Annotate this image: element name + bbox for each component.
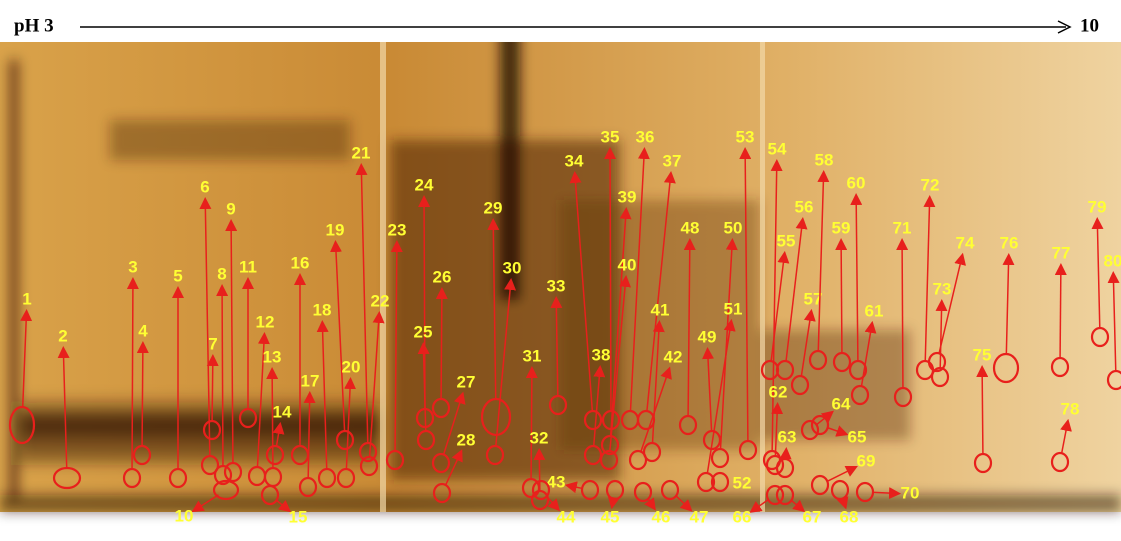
spot-label: 50 bbox=[724, 218, 743, 237]
spot-label: 32 bbox=[530, 428, 549, 447]
spot-label: 7 bbox=[208, 334, 217, 353]
spot-arrow bbox=[441, 290, 442, 399]
spot-label: 69 bbox=[857, 451, 876, 470]
spot-arrow bbox=[610, 150, 611, 411]
spot-label: 67 bbox=[803, 507, 822, 526]
spot-arrow bbox=[902, 241, 903, 388]
spot-arrow bbox=[142, 344, 143, 446]
spot-label: 5 bbox=[173, 266, 182, 285]
spot-label: 1 bbox=[22, 289, 31, 308]
spot-label: 19 bbox=[326, 220, 345, 239]
spot-label: 23 bbox=[388, 220, 407, 239]
spot-label: 20 bbox=[342, 357, 361, 376]
spot-label: 56 bbox=[795, 197, 814, 216]
spot-label: 51 bbox=[724, 299, 743, 318]
spot-label: 36 bbox=[636, 127, 655, 146]
spot-label: 25 bbox=[414, 322, 433, 341]
spot-label: 38 bbox=[592, 345, 611, 364]
spot-label: 27 bbox=[457, 372, 476, 391]
spot-label: 21 bbox=[352, 143, 371, 162]
spot-label: 61 bbox=[865, 301, 884, 320]
spot-label: 2 bbox=[58, 326, 67, 345]
ph-start: pH 3 bbox=[14, 15, 54, 36]
spot-label: 28 bbox=[457, 430, 476, 449]
spot-label: 55 bbox=[777, 231, 796, 250]
spot-label: 64 bbox=[832, 394, 851, 413]
spot-label: 47 bbox=[690, 507, 709, 526]
spot-label: 54 bbox=[768, 139, 787, 158]
spot-label: 41 bbox=[651, 300, 670, 319]
spot-arrow bbox=[1060, 266, 1061, 358]
spot-label: 39 bbox=[618, 187, 637, 206]
spot-label: 17 bbox=[301, 371, 320, 390]
spot-label: 73 bbox=[933, 279, 952, 298]
spot-label: 52 bbox=[733, 473, 752, 492]
spot-label: 30 bbox=[503, 258, 522, 277]
spot-label: 34 bbox=[565, 151, 584, 170]
spot-label: 22 bbox=[371, 291, 390, 310]
spot-label: 16 bbox=[291, 253, 310, 272]
spot-label: 66 bbox=[733, 507, 752, 526]
spot-label: 26 bbox=[433, 267, 452, 286]
spot-arrow bbox=[132, 280, 133, 469]
spot-label: 24 bbox=[415, 175, 434, 194]
spot-label: 12 bbox=[256, 312, 275, 331]
spot-label: 44 bbox=[557, 507, 576, 526]
spot-label: 37 bbox=[663, 151, 682, 170]
gel-seam bbox=[760, 40, 765, 512]
spot-label: 10 bbox=[175, 506, 194, 525]
spot-label: 49 bbox=[698, 327, 717, 346]
spot-label: 59 bbox=[832, 218, 851, 237]
spot-arrow bbox=[539, 451, 540, 491]
spot-label: 72 bbox=[921, 175, 940, 194]
spot-label: 31 bbox=[523, 346, 542, 365]
spot-label: 80 bbox=[1104, 251, 1121, 270]
spot-label: 76 bbox=[1000, 233, 1019, 252]
spot-label: 78 bbox=[1061, 399, 1080, 418]
spot-label: 77 bbox=[1052, 243, 1071, 262]
spot-label: 13 bbox=[263, 347, 282, 366]
spot-label: 11 bbox=[239, 257, 257, 276]
spot-arrow bbox=[786, 450, 787, 459]
spot-arrow bbox=[874, 492, 898, 493]
spot-label: 53 bbox=[736, 127, 755, 146]
spot-label: 33 bbox=[547, 276, 566, 295]
spot-label: 14 bbox=[273, 402, 292, 421]
ph-end: 10 bbox=[1080, 15, 1099, 36]
spot-label: 40 bbox=[618, 255, 637, 274]
spot-label: 3 bbox=[128, 257, 137, 276]
spot-label: 60 bbox=[847, 173, 866, 192]
spot-label: 58 bbox=[815, 150, 834, 169]
gel-seam bbox=[380, 40, 386, 512]
spot-label: 42 bbox=[664, 347, 683, 366]
spot-label: 46 bbox=[652, 507, 671, 526]
gel-figure: pH 3 10 12345678910111213141516171819202… bbox=[0, 0, 1121, 541]
spot-label: 65 bbox=[848, 427, 867, 446]
spot-label: 29 bbox=[484, 198, 503, 217]
spot-label: 18 bbox=[313, 300, 332, 319]
spot-label: 45 bbox=[601, 507, 620, 526]
spot-arrow bbox=[982, 368, 983, 454]
spot-label: 48 bbox=[681, 218, 700, 237]
spot-label: 8 bbox=[217, 264, 226, 283]
spot-label: 79 bbox=[1088, 197, 1107, 216]
spot-arrow bbox=[212, 357, 213, 421]
header-strip bbox=[0, 0, 1121, 42]
spot-arrow bbox=[531, 369, 532, 479]
spot-label: 75 bbox=[973, 345, 992, 364]
spot-label: 63 bbox=[778, 427, 797, 446]
spot-arrow bbox=[841, 241, 842, 353]
spot-label: 71 bbox=[893, 218, 912, 237]
spot-label: 70 bbox=[901, 483, 920, 502]
spot-label: 4 bbox=[138, 321, 148, 340]
spot-label: 6 bbox=[200, 177, 209, 196]
spot-label: 35 bbox=[601, 127, 620, 146]
spot-label: 15 bbox=[289, 507, 308, 526]
spot-arrow bbox=[222, 287, 223, 466]
spot-label: 9 bbox=[226, 199, 235, 218]
spot-label: 74 bbox=[956, 233, 975, 252]
spot-label: 68 bbox=[840, 507, 859, 526]
spot-label: 62 bbox=[769, 382, 788, 401]
